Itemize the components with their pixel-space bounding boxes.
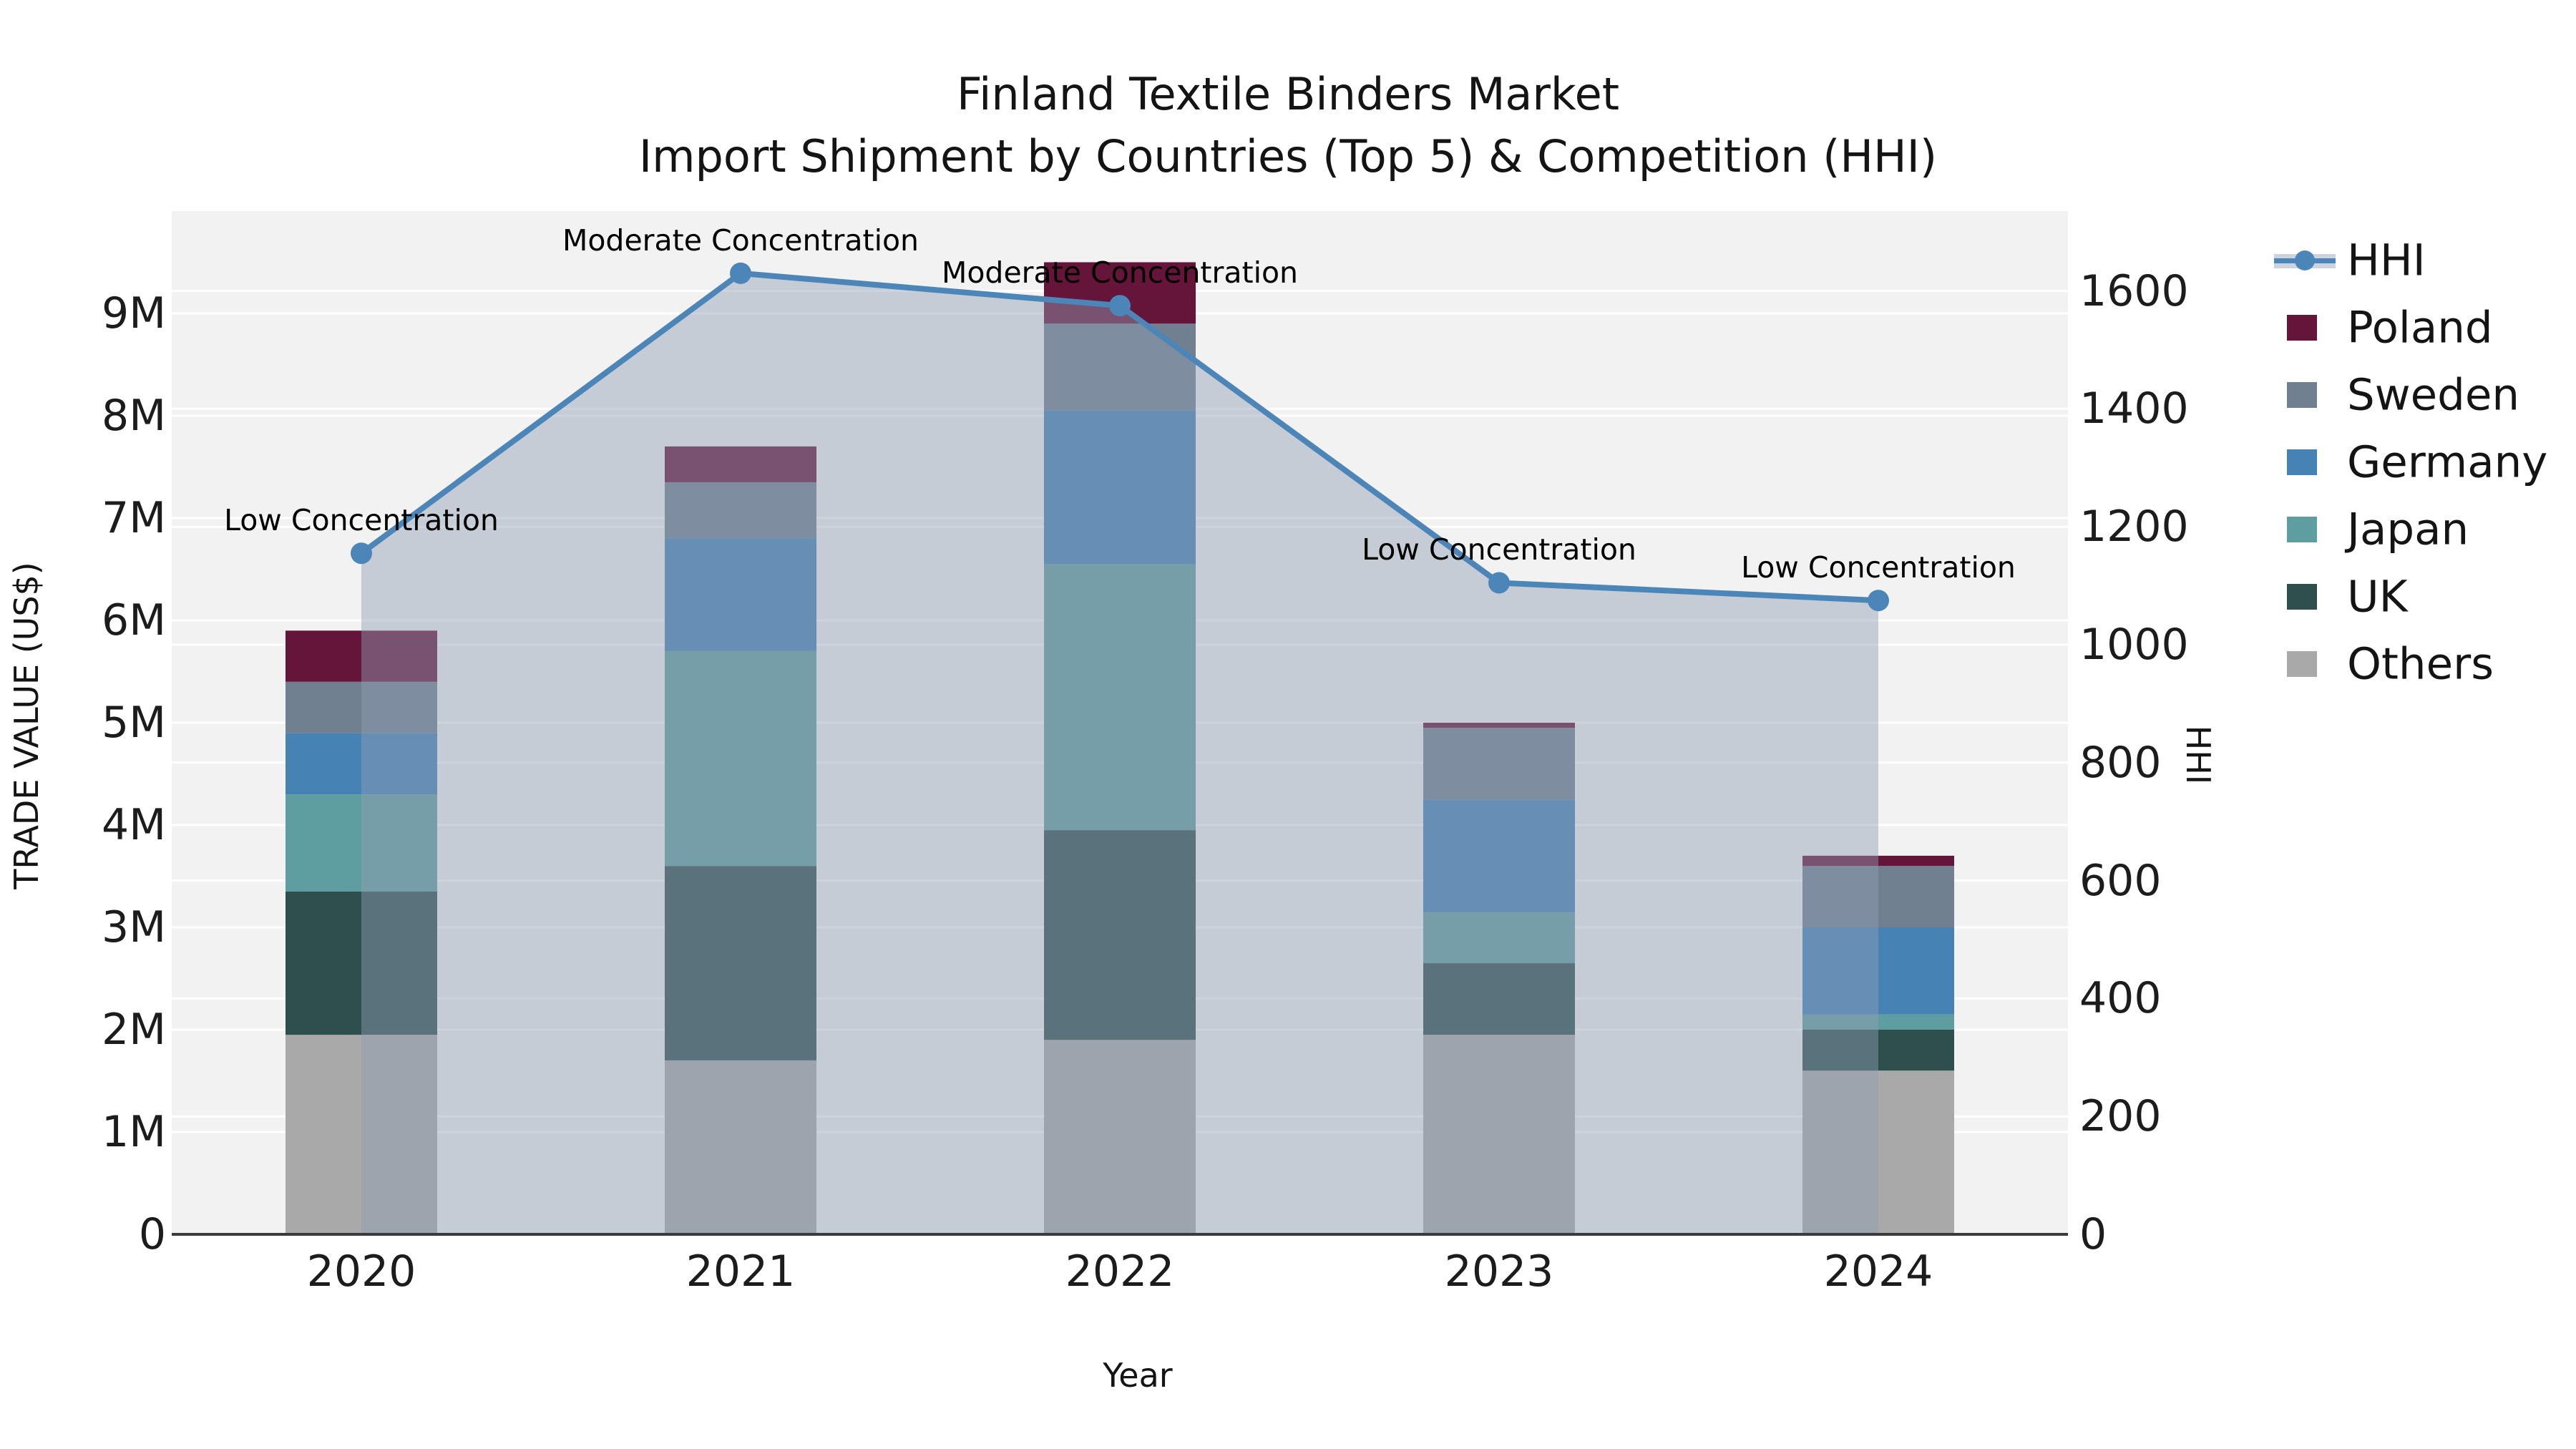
- legend-swatch-japan: [2287, 517, 2317, 542]
- hhi-marker-2024: [1868, 590, 1889, 612]
- chart-title-line1: Finland Textile Binders Market: [956, 68, 1620, 120]
- bar-segment-2024-others: [1802, 1070, 1954, 1234]
- hhi-marker-2021: [730, 262, 751, 284]
- bar-segment-2020-poland: [286, 630, 437, 682]
- bar-segment-2023-poland: [1423, 723, 1575, 728]
- legend-swatch-germany: [2287, 449, 2317, 475]
- bar-segment-2021-japan: [665, 650, 816, 867]
- y-left-tick-6M: 6M: [102, 595, 166, 645]
- bar-segment-2021-poland: [665, 446, 816, 482]
- bar-segment-2020-germany: [286, 733, 437, 795]
- annotation-2024: Low Concentration: [1741, 550, 2016, 585]
- x-tick-2024: 2024: [1823, 1246, 1933, 1297]
- y-left-tick-8M: 8M: [102, 391, 166, 441]
- bar-segment-2024-poland: [1802, 855, 1954, 867]
- y-right-tick-1000: 1000: [2079, 620, 2189, 670]
- hhi-marker-2020: [351, 542, 372, 565]
- bar-segment-2022-japan: [1044, 564, 1196, 831]
- legend-label-japan: Japan: [2347, 504, 2469, 555]
- bar-segment-2020-sweden: [286, 681, 437, 733]
- bar-segment-2020-japan: [286, 794, 437, 892]
- bar-segment-2023-japan: [1423, 912, 1575, 964]
- x-tick-2023: 2023: [1444, 1246, 1554, 1297]
- legend-hhi-dot: [2295, 250, 2315, 270]
- y-left-tick-5M: 5M: [102, 698, 166, 748]
- hhi-marker-2022: [1109, 295, 1131, 317]
- y-left-tick-2M: 2M: [102, 1005, 166, 1055]
- bar-segment-2022-sweden: [1044, 323, 1196, 411]
- x-tick-2021: 2021: [686, 1246, 796, 1297]
- x-axis-label: Year: [1103, 1356, 1173, 1395]
- x-tick-2022: 2022: [1065, 1246, 1175, 1297]
- legend-swatch-uk: [2287, 584, 2317, 610]
- bar-segment-2024-germany: [1802, 927, 1954, 1015]
- bar-segment-2023-others: [1423, 1035, 1575, 1234]
- legend-label-uk: UK: [2347, 571, 2408, 623]
- legend-swatch-others: [2287, 651, 2317, 677]
- y-axis-label-right: HHI: [2179, 725, 2218, 785]
- bar-segment-2021-uk: [665, 866, 816, 1060]
- y-right-tick-800: 800: [2079, 737, 2162, 788]
- y-left-tick-3M: 3M: [102, 902, 166, 952]
- bar-segment-2023-sweden: [1423, 728, 1575, 800]
- legend-label-sweden: Sweden: [2347, 369, 2520, 421]
- legend-label-hhi: HHI: [2347, 235, 2426, 286]
- hhi-area-fill: [361, 273, 1878, 1234]
- legend-swatch-sweden: [2287, 382, 2317, 408]
- legend-label-germany: Germany: [2347, 436, 2548, 488]
- bar-segment-2022-germany: [1044, 410, 1196, 565]
- bar-segment-2020-others: [286, 1035, 437, 1234]
- bar-segment-2024-sweden: [1802, 866, 1954, 927]
- y-right-tick-400: 400: [2079, 973, 2162, 1024]
- legend-label-others: Others: [2347, 638, 2494, 690]
- y-left-tick-4M: 4M: [102, 800, 166, 850]
- bar-segment-2022-uk: [1044, 830, 1196, 1040]
- y-right-tick-0: 0: [2079, 1209, 2107, 1259]
- y-right-tick-1400: 1400: [2079, 384, 2189, 434]
- bar-segment-2021-germany: [665, 538, 816, 651]
- bar-segment-2021-others: [665, 1060, 816, 1234]
- bar-segment-2023-germany: [1423, 799, 1575, 912]
- bar-segment-2021-sweden: [665, 482, 816, 539]
- bar-segment-2022-others: [1044, 1040, 1196, 1234]
- y-left-tick-7M: 7M: [102, 493, 166, 543]
- bar-segment-2024-uk: [1802, 1030, 1954, 1071]
- bar-segment-2024-japan: [1802, 1014, 1954, 1030]
- y-left-tick-9M: 9M: [102, 288, 166, 338]
- legend-label-poland: Poland: [2347, 302, 2493, 353]
- bar-segment-2023-uk: [1423, 963, 1575, 1035]
- legend-swatch-poland: [2287, 315, 2317, 341]
- legend-hhi-line-swatch: [2274, 248, 2336, 273]
- hhi-marker-2023: [1488, 572, 1510, 594]
- y-right-tick-600: 600: [2079, 855, 2162, 906]
- annotation-2020: Low Concentration: [224, 503, 499, 538]
- y-right-tick-1200: 1200: [2079, 502, 2189, 552]
- y-left-tick-1M: 1M: [102, 1107, 166, 1157]
- x-tick-2020: 2020: [306, 1246, 416, 1297]
- annotation-2023: Low Concentration: [1362, 532, 1636, 567]
- y-right-tick-1600: 1600: [2079, 265, 2189, 316]
- chart-title-line2: Import Shipment by Countries (Top 5) & C…: [638, 130, 1938, 182]
- y-left-tick-0: 0: [138, 1209, 166, 1259]
- annotation-2022: Moderate Concentration: [941, 255, 1299, 291]
- y-right-tick-200: 200: [2079, 1091, 2162, 1142]
- annotation-2021: Moderate Concentration: [562, 223, 919, 258]
- bar-segment-2020-uk: [286, 891, 437, 1035]
